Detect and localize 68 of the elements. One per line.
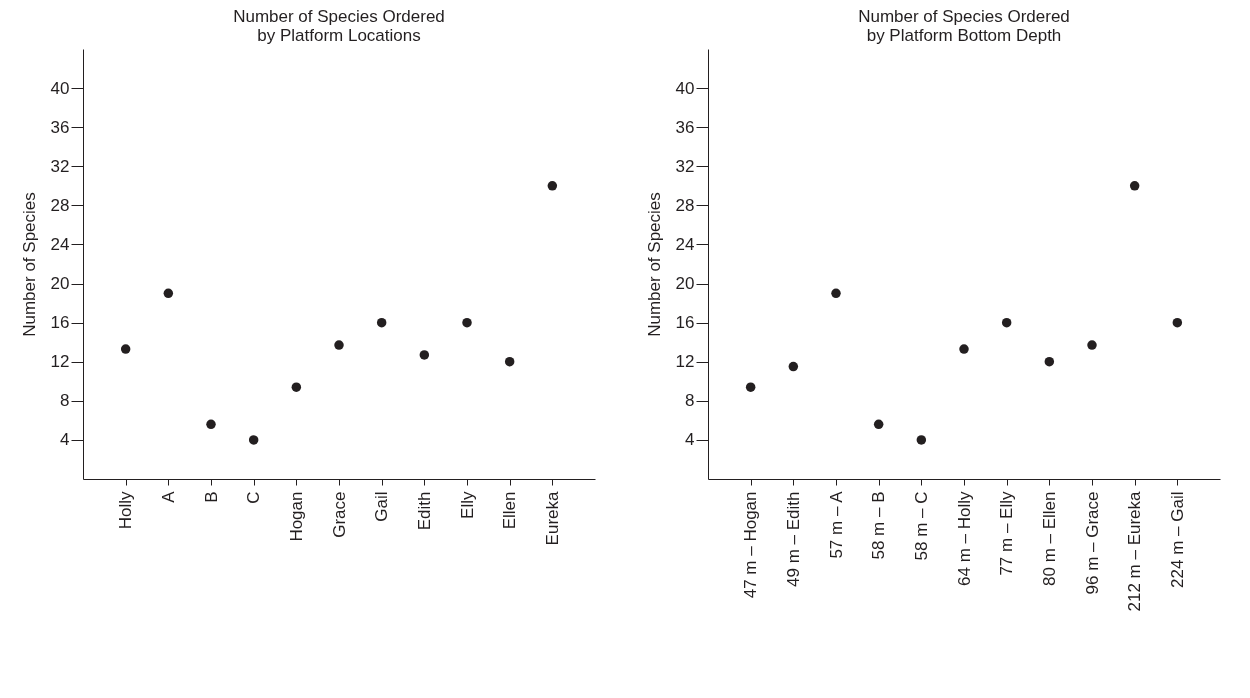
chart-title: Number of Species Ordered by Platform Bottom Depth (858, 7, 1070, 45)
y-tick-label: 16 (675, 313, 695, 333)
x-tick-label: Holly (116, 491, 136, 530)
y-tick-label: 16 (50, 313, 70, 333)
x-tick-label: Grace (329, 491, 349, 538)
point (462, 317, 472, 328)
y-tick-label: 28 (50, 195, 70, 215)
x-tick-label: 224 m – Gail (1167, 491, 1187, 588)
y-axis-title: Number of Species (19, 192, 39, 337)
x-tick-label: 57 m – A (826, 490, 846, 559)
y-tick-label: 24 (675, 234, 695, 254)
y-tick-label: 20 (50, 274, 70, 294)
x-tick-label: 96 m – Grace (1082, 491, 1102, 595)
point (788, 361, 799, 372)
y-axis-title: Number of Species (644, 192, 664, 337)
point (1001, 317, 1012, 328)
y-tick-label: 32 (675, 156, 695, 176)
y-tick-label: 28 (675, 195, 695, 215)
x-tick-label: 77 m – Elly (997, 491, 1017, 576)
y-tick-label: 8 (685, 391, 695, 411)
point (1172, 317, 1183, 328)
point (206, 419, 216, 430)
x-tick-label: Elly (457, 491, 477, 519)
y-tick-label: 12 (675, 352, 695, 372)
y-tick-label: 4 (685, 430, 695, 450)
y-tick-label: 8 (60, 391, 70, 411)
y-tick-label: 36 (675, 117, 695, 137)
y-tick-label: 36 (50, 117, 70, 137)
point (504, 356, 515, 367)
x-tick-label: Eureka (542, 490, 562, 546)
y-tick-label: 12 (50, 352, 70, 372)
point (120, 344, 131, 354)
y-tick-label: 40 (675, 78, 695, 98)
point (1129, 181, 1140, 191)
y-tick-label: 20 (675, 274, 695, 294)
x-tick-label: 58 m – C (911, 491, 931, 561)
point (1087, 340, 1097, 350)
y-tick-label: 32 (50, 156, 70, 176)
point (291, 382, 302, 392)
point (376, 317, 387, 328)
x-tick-label: 212 m – Eureka (1125, 490, 1145, 612)
x-tick-label: Gail (372, 491, 392, 522)
x-tick-label: B (201, 491, 221, 503)
x-tick-label: 64 m – Holly (954, 491, 974, 586)
point (1044, 356, 1055, 367)
point (248, 435, 259, 445)
x-tick-label: 47 m – Hogan (741, 491, 761, 599)
point (163, 288, 174, 299)
point (831, 288, 841, 299)
x-tick-label: A (158, 490, 178, 503)
point (959, 344, 969, 354)
point (745, 382, 756, 392)
point (334, 340, 344, 350)
point (916, 435, 927, 445)
point (547, 181, 558, 191)
point (419, 350, 430, 360)
x-tick-label: 80 m – Ellen (1039, 491, 1059, 586)
x-tick-label: Ellen (500, 491, 520, 530)
x-tick-label: Edith (414, 491, 434, 531)
x-tick-label: 49 m – Edith (783, 491, 803, 587)
point (873, 419, 884, 430)
x-tick-label: Hogan (286, 491, 306, 542)
x-tick-label: C (244, 491, 264, 504)
y-tick-label: 4 (60, 430, 70, 450)
x-tick-label: 58 m – B (869, 491, 889, 560)
chart-title: Number of Species Ordered by Platform Locations (233, 7, 445, 45)
y-tick-label: 40 (50, 78, 70, 98)
y-tick-label: 24 (50, 234, 70, 254)
